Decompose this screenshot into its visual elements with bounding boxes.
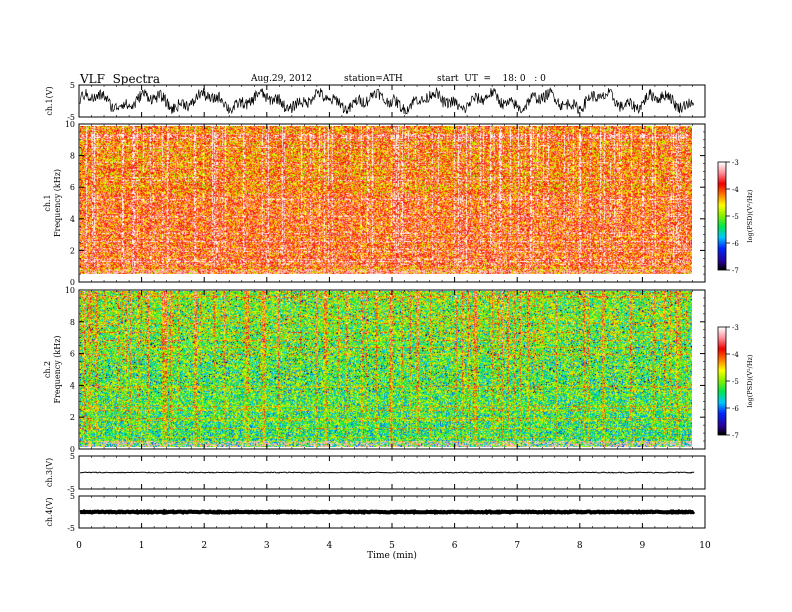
date-label: Aug.29, 2012 (251, 74, 312, 84)
y-tick-label: 10 (65, 120, 75, 129)
colorbar-tick-label: -3 (732, 159, 739, 167)
ch1-colorbar-image (718, 162, 726, 270)
y-axis-label-frequency: Frequency (kHz) (53, 335, 62, 403)
y-tick-label: 2 (70, 413, 75, 422)
colorbar-tick-label: -6 (732, 240, 739, 248)
colorbar-tick-label: -6 (732, 405, 739, 413)
y-tick-label: 5 (70, 492, 75, 501)
y-tick-label: 4 (70, 381, 75, 390)
colorbar-tick-label: -5 (732, 378, 739, 386)
start-time-label: start UT = 18: 0 : 0 (437, 74, 546, 84)
colorbar-tick-label: -4 (732, 351, 739, 359)
y-tick-label: -5 (67, 485, 75, 494)
x-tick-label: 4 (327, 541, 333, 551)
y-axis-label: ch.4(V) (45, 497, 54, 526)
y-tick-label: -5 (67, 524, 75, 533)
colorbar-tick-label: -5 (732, 213, 739, 221)
colorbar-tick-label: -3 (732, 324, 739, 332)
y-tick-label: 5 (70, 452, 75, 461)
y-axis-label: ch.1(V) (45, 86, 54, 115)
x-tick-label: 8 (577, 541, 583, 551)
x-tick-label: 6 (452, 541, 458, 551)
y-tick-label: 2 (70, 246, 75, 255)
x-tick-label: 1 (139, 541, 145, 551)
y-tick-label: 6 (70, 183, 75, 192)
colorbar-tick-label: -7 (732, 432, 739, 440)
x-tick-label: 0 (76, 541, 82, 551)
y-tick-label: 4 (70, 215, 75, 224)
panel-frame (78, 123, 706, 283)
station-label: station=ATH (344, 74, 403, 84)
ch2-spectrogram-image (80, 291, 692, 447)
x-tick-label: 9 (640, 541, 646, 551)
colorbar-frame (717, 326, 727, 436)
colorbar-tick-label: -4 (732, 186, 739, 194)
ch1-spectrogram-image (80, 126, 692, 274)
colorbar-label: log(PSD)(V²/Hz) (746, 189, 754, 242)
panel-frame (78, 289, 706, 450)
x-tick-label: 3 (264, 541, 270, 551)
y-axis-label-channel: ch.2 (43, 361, 52, 378)
y-axis-label-frequency: Frequency (kHz) (53, 169, 62, 237)
figure-title: VLF Spectra (80, 72, 161, 86)
ch4-waveform-line (79, 508, 696, 516)
y-tick-label: 5 (70, 81, 75, 90)
x-tick-label: 2 (201, 541, 207, 551)
x-tick-label: 5 (389, 541, 395, 551)
ch3-waveform-line (79, 471, 695, 474)
y-axis-label: ch.3(V) (45, 458, 54, 487)
y-tick-label: 0 (70, 278, 75, 287)
y-tick-label: 0 (70, 445, 75, 454)
colorbar-label: log(PSD)(V²/Hz) (746, 354, 754, 407)
colorbar-frame (717, 161, 727, 271)
ch2-colorbar-image (718, 327, 726, 435)
y-tick-label: 8 (70, 318, 75, 327)
x-tick-label: 7 (514, 541, 520, 551)
x-tick-label: 10 (699, 541, 711, 551)
y-tick-label: 10 (65, 286, 75, 295)
ch1-waveform-line (79, 86, 695, 115)
colorbar-tick-label: -7 (732, 267, 739, 275)
y-axis-label-channel: ch.1 (43, 194, 52, 211)
x-axis-label: Time (min) (367, 550, 417, 561)
y-tick-label: 8 (70, 152, 75, 161)
y-tick-label: -5 (67, 113, 75, 122)
y-tick-label: 6 (70, 350, 75, 359)
